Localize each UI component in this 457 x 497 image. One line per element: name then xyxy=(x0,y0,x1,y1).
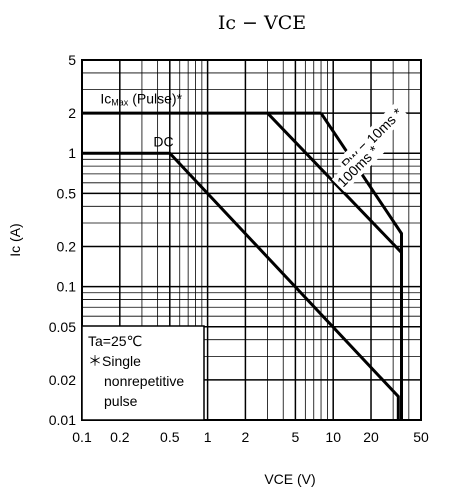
x-tick-label: 10 xyxy=(325,429,341,445)
series-line-3 xyxy=(266,112,403,420)
x-axis-label: VCE (V) xyxy=(264,471,315,487)
y-tick-label: 0.01 xyxy=(49,412,76,428)
chart-title: Ic − VCE xyxy=(218,12,306,34)
x-tick-label: 50 xyxy=(413,429,429,445)
y-tick-label: 0.5 xyxy=(57,185,77,201)
x-tick-label: 2 xyxy=(242,429,250,445)
note-line: pulse xyxy=(104,393,138,409)
series-line-4 xyxy=(82,151,400,420)
y-tick-label: 1 xyxy=(68,145,76,161)
annotations: IcMax (Pulse)*DC Pw = 10ms *100ms * xyxy=(100,91,408,193)
annotation-backing xyxy=(331,139,385,193)
annotation-label: IcMax (Pulse)* xyxy=(100,91,182,108)
condition-note: Ta=25℃ ＊Single nonrepetitive pulse xyxy=(81,325,205,421)
note-line: ＊Single xyxy=(88,353,141,369)
y-tick-label: 5 xyxy=(68,52,76,68)
note-box xyxy=(81,325,205,421)
y-tick-label: 0.2 xyxy=(57,238,77,254)
x-tick-label: 20 xyxy=(363,429,379,445)
plot-frame xyxy=(81,59,422,421)
x-tick-label: 5 xyxy=(291,429,299,445)
x-tick-label: 0.2 xyxy=(110,429,130,445)
note-line: nonrepetitive xyxy=(104,373,184,389)
note-line: Ta=25℃ xyxy=(88,333,142,349)
y-tick-label: 0.05 xyxy=(49,319,76,335)
y-axis-label: Ic (A) xyxy=(7,223,23,256)
y-tick-label: 0.1 xyxy=(57,279,77,295)
x-tick-labels: 0.1 0.2 0.5 1 2 5 10 20 50 xyxy=(72,429,429,445)
x-tick-label: 0.1 xyxy=(72,429,92,445)
y-tick-label: 2 xyxy=(68,105,76,121)
annotation-label: DC xyxy=(153,134,173,150)
annotation-backing xyxy=(336,102,408,175)
y-tick-labels: 0.01 0.02 0.05 0.1 0.2 0.5 1 2 5 xyxy=(49,52,76,428)
x-tick-label: 1 xyxy=(204,429,212,445)
y-tick-label: 0.02 xyxy=(49,372,76,388)
x-tick-label: 0.5 xyxy=(160,429,180,445)
